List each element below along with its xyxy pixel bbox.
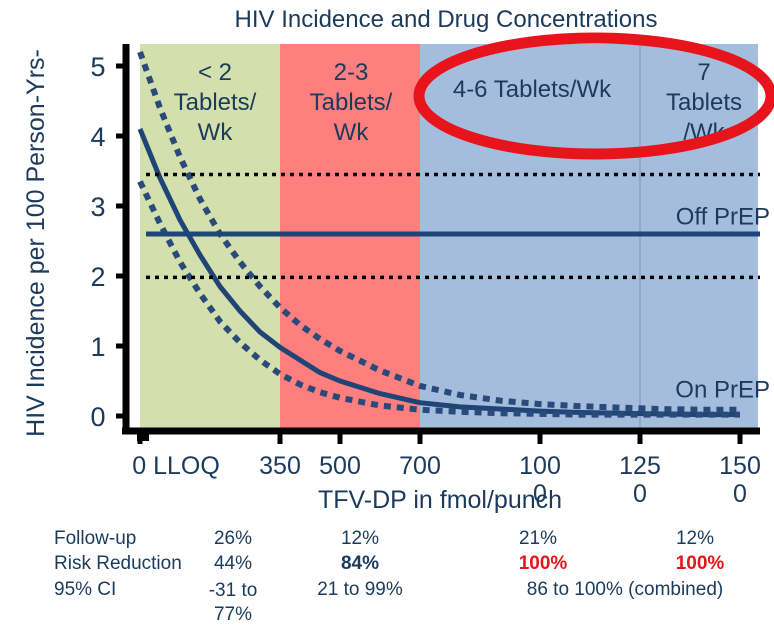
x-tick-label: 500: [319, 452, 361, 480]
series-line: [137, 50, 740, 413]
region-label: 4-6 Tablets/Wk: [453, 76, 612, 103]
y-tick-label: 3: [90, 192, 105, 222]
table-cell-ci-3: 86 to 100% (combined): [526, 579, 724, 600]
region-band: [420, 44, 640, 430]
highlight-ellipse: [413, 32, 774, 160]
table-row-label-followup: Follow-up: [54, 528, 137, 549]
y-tick-label: 0: [90, 402, 105, 432]
region-label: 2-3 Tablets/Wk: [310, 59, 393, 146]
table-row-label-risk-reduction: Risk Reduction: [54, 553, 182, 574]
table-cell-risk-3: 100%: [518, 553, 568, 574]
region-band: [140, 44, 280, 430]
table-cell-ci-1: -31 to 77%: [208, 580, 258, 625]
series-line: [137, 180, 740, 418]
region-label: < 2 Tablets/Wk: [174, 59, 257, 146]
x-tick-label: 700: [399, 452, 441, 480]
y-tick-label: 5: [90, 52, 105, 82]
table-cell-risk-2: 84%: [340, 553, 380, 574]
region-band: [640, 44, 758, 430]
table-cell-ci-2: 21 to 99%: [317, 579, 403, 600]
x-tick-label: 350: [259, 452, 301, 480]
x-tick-label: 0 LLOQ: [132, 452, 220, 480]
region-band: [280, 44, 420, 430]
origin-marker: [137, 429, 149, 441]
x-tick-label: 125 0: [619, 452, 661, 508]
table-cell-followup-1: 26%: [213, 528, 253, 549]
annotation-label: Off PrEP: [676, 204, 770, 231]
annotation-label: On PrEP: [675, 376, 770, 403]
table-cell-followup-3: 21%: [518, 528, 558, 549]
table-row-label-ci: 95% CI: [54, 579, 117, 600]
table-cell-followup-4: 12%: [675, 528, 715, 549]
table-cell-followup-2: 12%: [340, 528, 380, 549]
y-tick-label: 4: [90, 122, 105, 152]
table-cell-risk-1: 44%: [213, 553, 253, 574]
y-tick-label: 1: [90, 332, 105, 362]
x-tick-label: 100 0: [519, 452, 561, 508]
y-axis-label: HIV Incidence per 100 Person-Yrs-: [22, 49, 50, 437]
x-tick-label: 150 0: [719, 452, 761, 508]
x-axis-label: TFV-DP in fmol/punch: [318, 486, 562, 514]
chart-title: HIV Incidence and Drug Concentrations: [235, 6, 658, 33]
y-tick-label: 2: [90, 262, 105, 292]
table-cell-risk-4: 100%: [675, 553, 725, 574]
